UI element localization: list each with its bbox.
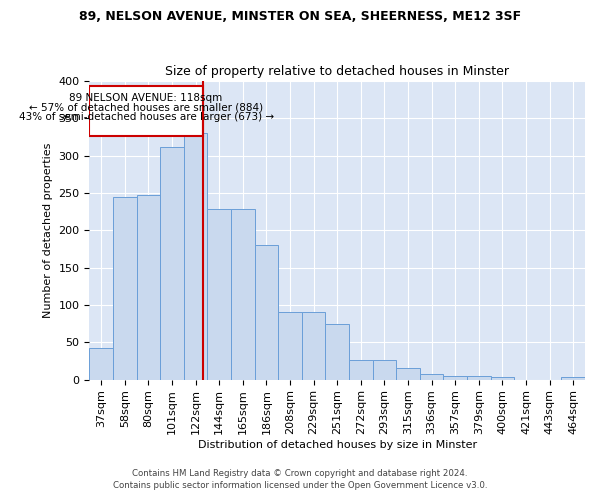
- Bar: [373, 360, 396, 380]
- Y-axis label: Number of detached properties: Number of detached properties: [43, 142, 53, 318]
- Bar: [231, 210, 254, 380]
- Bar: [562, 378, 585, 380]
- Bar: [113, 196, 137, 380]
- Text: ← 57% of detached houses are smaller (884): ← 57% of detached houses are smaller (88…: [29, 102, 263, 113]
- Bar: [137, 195, 160, 380]
- Bar: [302, 312, 325, 380]
- Bar: [491, 378, 514, 380]
- Text: 89 NELSON AVENUE: 118sqm: 89 NELSON AVENUE: 118sqm: [70, 93, 223, 103]
- Bar: [89, 86, 203, 136]
- Bar: [420, 374, 443, 380]
- Text: Contains HM Land Registry data © Crown copyright and database right 2024.
Contai: Contains HM Land Registry data © Crown c…: [113, 468, 487, 490]
- Bar: [467, 376, 491, 380]
- Text: 43% of semi-detached houses are larger (673) →: 43% of semi-detached houses are larger (…: [19, 112, 274, 122]
- Bar: [325, 324, 349, 380]
- Bar: [160, 146, 184, 380]
- Bar: [89, 348, 113, 380]
- Title: Size of property relative to detached houses in Minster: Size of property relative to detached ho…: [165, 66, 509, 78]
- Bar: [278, 312, 302, 380]
- Bar: [396, 368, 420, 380]
- Bar: [443, 376, 467, 380]
- Bar: [254, 246, 278, 380]
- Bar: [184, 134, 208, 380]
- Bar: [349, 360, 373, 380]
- Bar: [208, 210, 231, 380]
- X-axis label: Distribution of detached houses by size in Minster: Distribution of detached houses by size …: [197, 440, 477, 450]
- Text: 89, NELSON AVENUE, MINSTER ON SEA, SHEERNESS, ME12 3SF: 89, NELSON AVENUE, MINSTER ON SEA, SHEER…: [79, 10, 521, 23]
